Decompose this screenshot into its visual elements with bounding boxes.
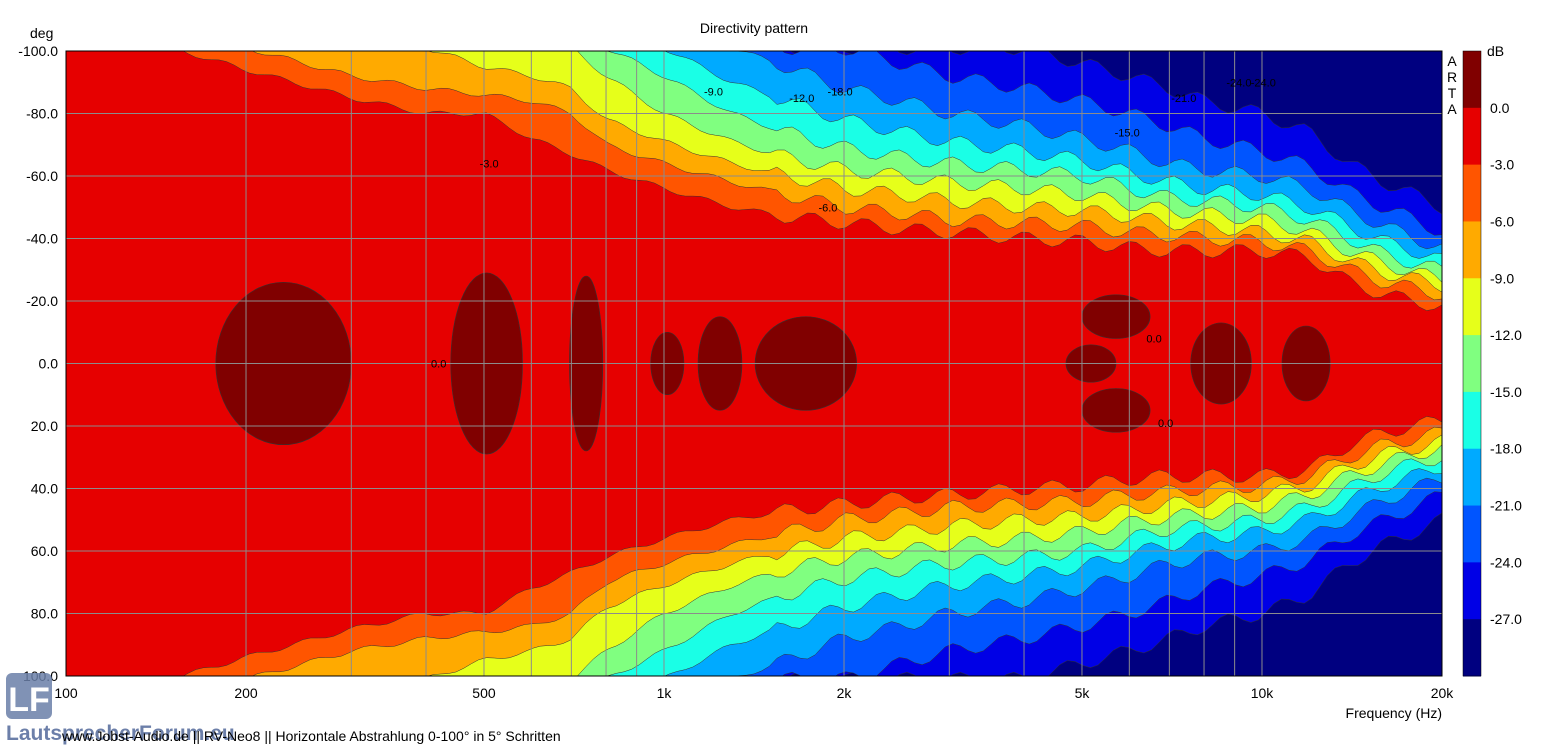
colorbar: 0.0 -3.0 -6.0 -9.0 -12.0 -15.0 -18.0 -21.0 -24.0… bbox=[1462, 50, 1522, 677]
y-tick-labels: -100.0 -80.0 -60.0 -40.0 -20.0 0.0 20.0 40.0 60.… bbox=[18, 43, 58, 684]
chart-title: Directivity pattern bbox=[700, 20, 808, 36]
y-tick-label: -40.0 bbox=[26, 231, 58, 247]
y-tick-label: -60.0 bbox=[26, 168, 58, 184]
colorbar-segment bbox=[1463, 51, 1481, 109]
plot-border bbox=[65, 50, 1443, 677]
y-tick-label: 0.0 bbox=[39, 356, 59, 372]
colorbar-tick-label: -27.0 bbox=[1490, 611, 1522, 627]
contour-label: 0.0 bbox=[1146, 334, 1161, 346]
colorbar-segment bbox=[1463, 278, 1481, 336]
contour-label: -15.0 bbox=[1115, 127, 1140, 139]
colorbar-tick-label: -3.0 bbox=[1490, 157, 1514, 173]
contour-label: 0.0 bbox=[431, 359, 446, 371]
contour-label: -12.0 bbox=[789, 93, 814, 105]
x-tick-label: 2k bbox=[837, 685, 853, 701]
y-axis-label: deg bbox=[30, 25, 53, 41]
x-tick-label: 20k bbox=[1431, 685, 1455, 701]
y-tick-label: 80.0 bbox=[31, 606, 58, 622]
colorbar-segment bbox=[1463, 448, 1481, 507]
colorbar-border bbox=[1462, 50, 1482, 677]
x-tick-label: 5k bbox=[1075, 685, 1091, 701]
colorbar-tick-label: -9.0 bbox=[1490, 270, 1514, 286]
colorbar-tick-label: -6.0 bbox=[1490, 213, 1514, 229]
footer-caption: www.Jobst-Audio.de || RV-Neo8 || Horizon… bbox=[61, 728, 561, 744]
colorbar-unit: dB bbox=[1487, 43, 1504, 59]
x-axis-label: Frequency (Hz) bbox=[1346, 705, 1442, 721]
colorbar-tick-label: -12.0 bbox=[1490, 327, 1522, 343]
contour-label: -6.0 bbox=[818, 202, 837, 214]
grid-lines bbox=[66, 51, 1442, 676]
x-tick-label: 100 bbox=[54, 685, 78, 701]
y-tick-label: 20.0 bbox=[31, 418, 58, 434]
colorbar-segment bbox=[1463, 391, 1481, 450]
colorbar-segment bbox=[1463, 335, 1481, 393]
contour-label: -3.0 bbox=[480, 159, 499, 171]
logo-background bbox=[6, 673, 52, 719]
colorbar-tick-label: -15.0 bbox=[1490, 384, 1522, 400]
colorbar-segment bbox=[1463, 619, 1481, 677]
y-tick-label: 60.0 bbox=[31, 543, 58, 559]
y-tick-label: -100.0 bbox=[18, 43, 58, 59]
colorbar-segment bbox=[1463, 107, 1481, 166]
colorbar-tick-label: -24.0 bbox=[1490, 554, 1522, 570]
x-tick-labels: 100 200 500 1k 2k 5k 10k 20k bbox=[54, 685, 1454, 701]
colorbar-segment bbox=[1463, 562, 1481, 620]
y-tick-label: -80.0 bbox=[26, 106, 58, 122]
logo-letters: LF bbox=[8, 681, 50, 719]
x-tick-label: 1k bbox=[657, 685, 673, 701]
contour-label-group: -3.0 0.0 -9.0 -12.0 -18.0 -6.0 -15.0 -21.0 -24.0… bbox=[431, 77, 1276, 430]
colorbar-tick-label: -21.0 bbox=[1490, 498, 1522, 514]
contour-label: -18.0 bbox=[828, 87, 853, 99]
colorbar-segment bbox=[1463, 164, 1481, 222]
contour-label: -9.0 bbox=[704, 87, 723, 99]
contour-label: -24.0 bbox=[1226, 77, 1251, 89]
colorbar-segment bbox=[1463, 221, 1481, 279]
x-tick-label: 10k bbox=[1251, 685, 1275, 701]
forum-logo: LF bbox=[6, 673, 52, 719]
contour-bands bbox=[66, 51, 1442, 676]
colorbar-segment bbox=[1463, 505, 1481, 563]
contour-label: -21.0 bbox=[1171, 93, 1196, 105]
colorbar-tick-label: 0.0 bbox=[1490, 100, 1510, 116]
colorbar-tick-label: -18.0 bbox=[1490, 441, 1522, 457]
contour-label: 0.0 bbox=[1158, 418, 1173, 430]
y-tick-label: 40.0 bbox=[31, 481, 58, 497]
x-tick-label: 500 bbox=[472, 685, 496, 701]
forum-watermark: LautsprecherForum.eu bbox=[6, 722, 235, 745]
y-tick-label: -20.0 bbox=[26, 293, 58, 309]
contour-label: -24.0 bbox=[1251, 77, 1276, 89]
x-tick-label: 200 bbox=[234, 685, 258, 701]
